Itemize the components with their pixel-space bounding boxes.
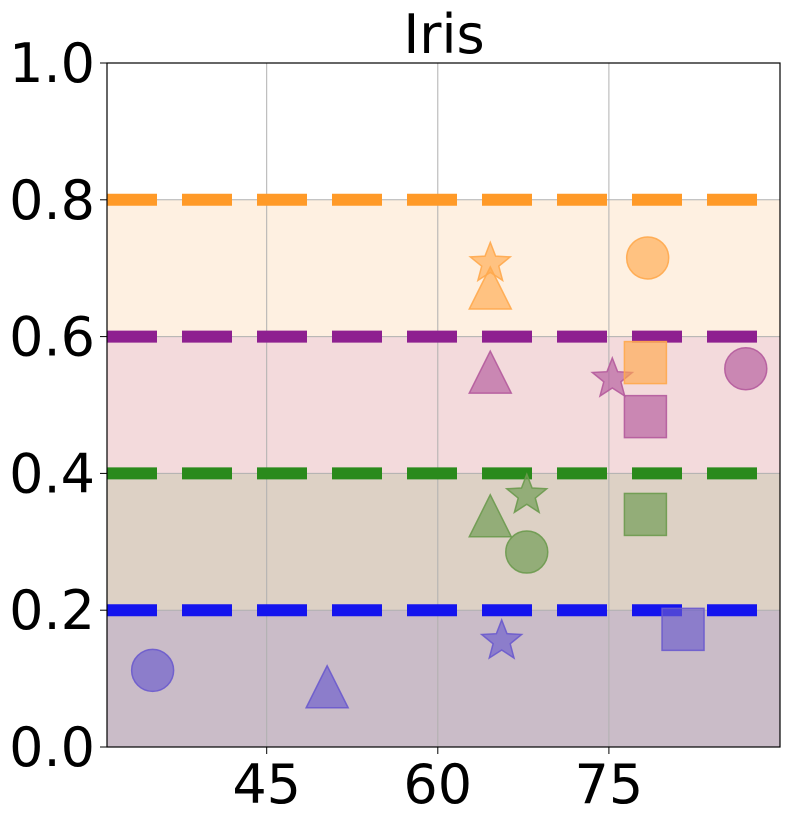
point-square-1-3 <box>623 492 668 537</box>
point-square-0-3 <box>661 607 705 652</box>
band-fill-2 <box>107 336 780 474</box>
y-tick-label-5: 1.0 <box>9 32 95 95</box>
plot-frame <box>106 62 781 748</box>
y-tick-label-3: 0.6 <box>9 306 95 369</box>
point-triangle-0-1 <box>304 664 350 709</box>
y-tick-label-4: 0.8 <box>9 169 95 232</box>
point-circle-1-0 <box>505 530 549 574</box>
data-points <box>130 236 768 709</box>
point-square-2-3 <box>623 394 668 439</box>
y-tick-label-0: 0.0 <box>9 716 95 779</box>
point-star-0-2 <box>479 617 524 660</box>
point-star-1-2 <box>504 472 549 514</box>
point-circle-0-0 <box>130 648 175 693</box>
chart-title: Iris <box>403 3 484 66</box>
y-tick-label-1: 0.2 <box>9 579 95 642</box>
point-circle-2-0 <box>724 346 768 391</box>
band-fill-3 <box>107 199 780 337</box>
x-axis-ticks: 45 60 75 <box>232 747 643 816</box>
x-tick-label-0: 45 <box>232 753 301 816</box>
point-star-3-2 <box>468 240 513 283</box>
point-square-3-3 <box>623 340 668 385</box>
x-tick-label-1: 60 <box>403 753 472 816</box>
point-triangle-1-1 <box>468 493 513 538</box>
y-tick-label-2: 0.4 <box>9 442 95 505</box>
x-tick-label-2: 75 <box>575 753 644 816</box>
point-circle-3-0 <box>625 236 670 280</box>
band-fill-1 <box>107 473 780 611</box>
point-triangle-3-1 <box>468 265 513 310</box>
point-triangle-2-1 <box>468 349 513 394</box>
y-axis-ticks: 0.0 0.2 0.4 0.6 0.8 1.0 <box>9 32 107 779</box>
